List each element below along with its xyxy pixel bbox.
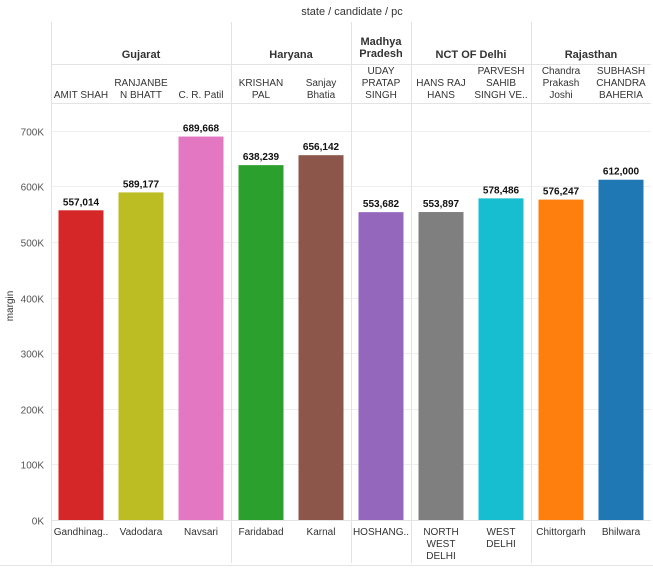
state-label: Haryana xyxy=(269,49,313,61)
candidate-label: AMIT SHAH xyxy=(54,90,108,101)
state-label: Madhya Pradesh xyxy=(359,36,403,60)
pc-label: Gandhinag.. xyxy=(54,527,109,538)
value-label: 689,668 xyxy=(183,124,220,135)
y-tick-label: 600K xyxy=(21,183,45,194)
value-label: 638,239 xyxy=(243,152,280,163)
y-tick-label: 100K xyxy=(21,461,45,472)
value-label: 612,000 xyxy=(603,167,640,178)
y-tick-label: 700K xyxy=(21,128,45,139)
y-tick-label: 400K xyxy=(21,295,45,306)
candidate-label: UDAY PRATAP SINGH xyxy=(362,66,401,101)
pc-label: Karnal xyxy=(307,527,336,538)
candidate-label: HANS RAJ HANS xyxy=(416,78,465,101)
pc-label: Vadodara xyxy=(120,527,163,538)
candidate-label: C. R. Patil xyxy=(178,90,223,101)
value-label: 553,897 xyxy=(423,199,460,210)
value-label: 553,682 xyxy=(363,199,400,210)
bar-2 xyxy=(178,136,224,520)
y-tick-label: 0K xyxy=(32,517,45,528)
pc-label: Faridabad xyxy=(238,527,283,538)
bar-5 xyxy=(358,212,404,520)
candidate-label: KRISHAN PAL xyxy=(239,78,283,101)
y-tick-label: 300K xyxy=(21,350,45,361)
bar-0 xyxy=(58,210,104,520)
bar-3 xyxy=(238,165,284,521)
header-title: state / candidate / pc xyxy=(301,6,403,18)
pc-label: WEST DELHI xyxy=(486,527,515,550)
y-tick-label: 200K xyxy=(21,406,45,417)
bar-1 xyxy=(118,192,164,520)
bar-4 xyxy=(298,155,344,520)
state-label: Rajasthan xyxy=(565,49,618,61)
candidate-label: RANJANBE N BHATT xyxy=(114,78,168,101)
pc-label: Navsari xyxy=(184,527,218,538)
y-axis-label: margin xyxy=(5,291,16,322)
bar-9 xyxy=(598,179,644,520)
value-label: 589,177 xyxy=(123,179,160,190)
candidate-label: Sanjay Bhatia xyxy=(306,78,337,101)
candidate-label: Chandra Prakash Joshi xyxy=(542,66,581,101)
separators xyxy=(0,22,653,566)
pc-label: HOSHANG.. xyxy=(353,527,409,538)
value-label: 578,486 xyxy=(483,185,520,196)
candidate-label: PARVESH SAHIB SINGH VE.. xyxy=(474,66,527,101)
pc-label: Chittorgarh xyxy=(536,527,585,538)
pc-label: NORTH WEST DELHI xyxy=(423,527,458,562)
state-label: NCT OF Delhi xyxy=(436,49,507,61)
candidate-label: SUBHASH CHANDRA BAHERIA xyxy=(596,66,646,101)
labels: 0K 100K 200K 300K 400K 500K 600K 700K Gujarat Har… xyxy=(21,36,646,562)
value-label: 656,142 xyxy=(303,142,340,153)
value-label: 557,014 xyxy=(63,197,100,208)
y-tick-label: 500K xyxy=(21,239,45,250)
pc-label: Bhilwara xyxy=(602,527,641,538)
bars xyxy=(58,136,644,521)
bar-8 xyxy=(538,199,584,520)
bar-7 xyxy=(478,198,524,520)
value-label: 576,247 xyxy=(543,187,580,198)
bar-6 xyxy=(418,212,464,520)
state-label: Gujarat xyxy=(122,49,161,61)
